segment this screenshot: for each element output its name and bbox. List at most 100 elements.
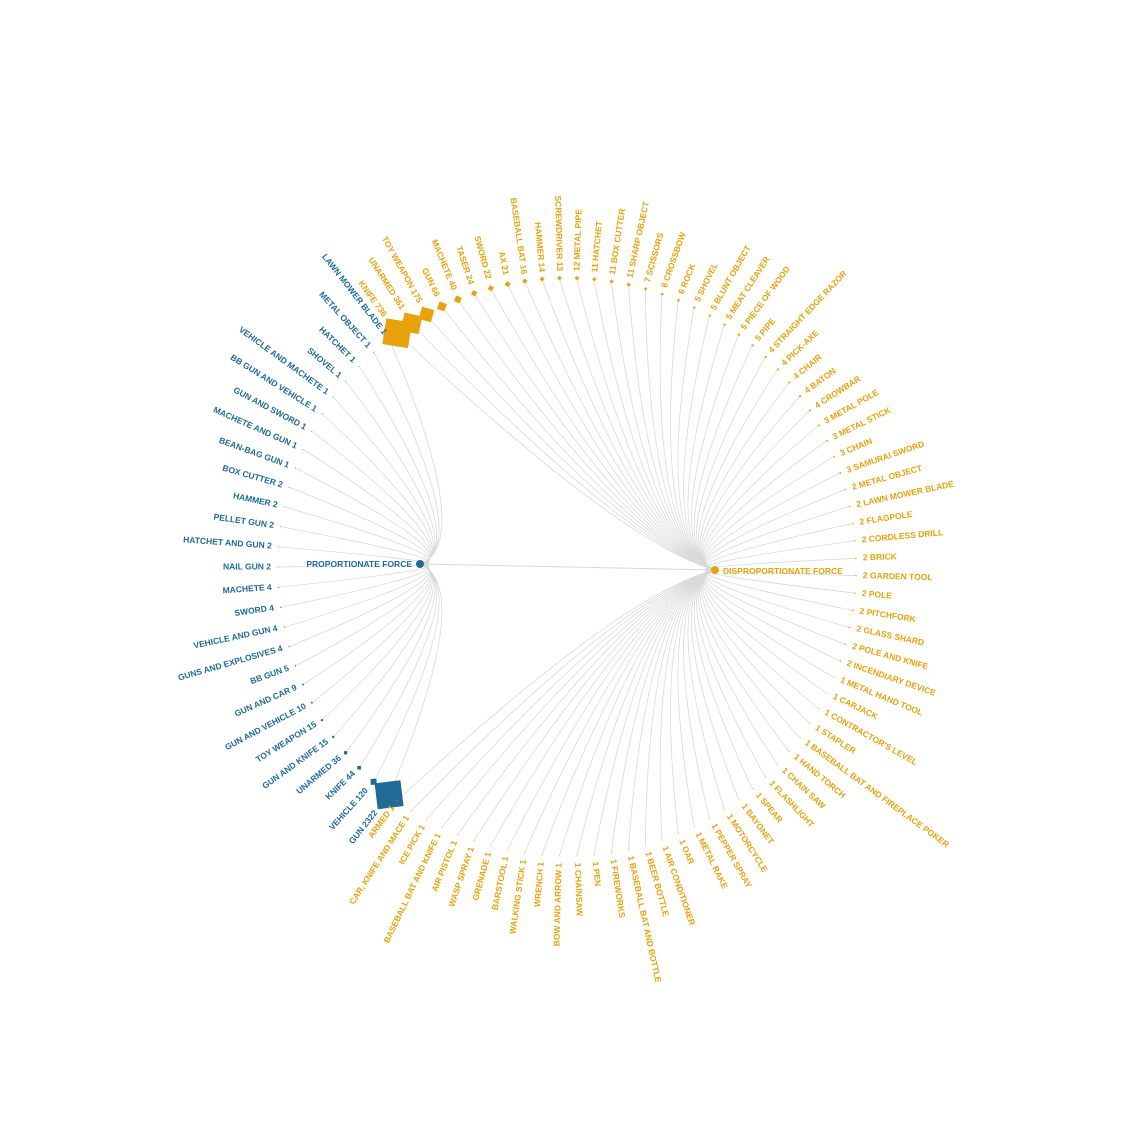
disp-barstool-66-label: BARSTOOL 1 — [489, 855, 510, 911]
prop-vehicle-and-machete-4-bar — [332, 396, 334, 398]
disp-oar-56-link — [670, 569, 716, 833]
prop-toy-weapon-21-bar — [320, 718, 324, 722]
prop-sword-15-link — [281, 563, 430, 608]
disp-metal-object-32-bar — [844, 488, 847, 491]
disp-brick-36-label: 2 BRICK — [863, 551, 898, 562]
prop-pellet-gun-11-bar — [280, 526, 282, 528]
disp-air-pistol-69-link — [457, 569, 716, 834]
disp-brick-36-link — [705, 557, 855, 571]
prop-gun-and-sword-6-bar — [311, 430, 313, 432]
prop-vehicle-and-gun-16-label: VEHICLE AND GUN 4 — [193, 623, 279, 651]
prop-shovel-3-bar — [345, 380, 347, 382]
prop-guns-and-explosives-17-link — [290, 563, 430, 647]
disp-sword-6-label: SWORD 22 — [472, 235, 493, 281]
prop-machete-14-bar — [277, 586, 280, 588]
disp-screwdriver-10-bar — [557, 275, 562, 281]
disp-baton-26-bar — [798, 395, 802, 398]
disp-incendiary-device-42-link — [704, 569, 840, 662]
disp-ax-7-bar — [504, 281, 511, 288]
disp-rock-17-bar — [676, 298, 680, 302]
disp-machete-4-link — [457, 300, 716, 571]
link-layer — [278, 278, 855, 856]
prop-machete-and-gun-7-link — [303, 449, 431, 565]
disp-baseball-bat-and-knife-70-bar — [441, 826, 443, 829]
disp-fireworks-60-link — [611, 569, 716, 852]
prop-machete-14-label: MACHETE 4 — [222, 582, 272, 595]
disp-baseball-bat-and-bottle-59-bar — [628, 848, 630, 850]
disp-hammer-9-bar — [539, 276, 545, 282]
disp-hatchet-12-bar — [592, 277, 597, 282]
disp-flashlight-50-bar — [765, 776, 767, 778]
disp-baseball-bat-and-bottle-59-link — [628, 569, 716, 849]
disp-blunt-object-19-bar — [708, 314, 712, 318]
disp-pen-61-link — [593, 569, 716, 854]
disp-pick-axe-24-bar — [776, 368, 779, 371]
disp-gun-3-bar — [436, 301, 447, 312]
disp-bow-and-arrow-63-label: BOW AND ARROW 1 — [551, 862, 563, 946]
disp-grenade-67-bar — [490, 845, 492, 847]
disp-car-knife-and-mace-72-bar — [410, 810, 413, 812]
disp-taser-5-label: TASER 24 — [454, 245, 476, 286]
disp-blunt-object-19-label: 5 BLUNT OBJECT — [708, 243, 753, 312]
disp-sword-6-bar — [487, 285, 494, 292]
prop-unarmed-23-bar — [343, 751, 348, 755]
disp-glass-shard-40-link — [705, 569, 849, 628]
disp-gun-3-label: GUN 66 — [420, 266, 442, 298]
disp-toy-weapon-2-label: TOY WEAPON 175 — [380, 235, 425, 305]
disp-baseball-bat-8-label: BASEBALL BAT 16 — [508, 197, 529, 275]
disp-lawn-mower-blade-33-bar — [848, 505, 851, 508]
disp-cordless-drill-35-link — [705, 540, 854, 571]
disp-chainsaw-62-link — [576, 569, 716, 855]
disp-wrench-64-bar — [541, 854, 543, 856]
prop-bean-bag-gun-8-bar — [294, 467, 296, 469]
bar-layer — [277, 275, 857, 857]
disp-garden-tool-37-bar — [854, 574, 857, 577]
prop-gun-and-vehicle-20-bar — [310, 701, 313, 704]
disp-unarmed-1-link — [411, 323, 716, 571]
disp-flagpole-34-bar — [851, 522, 854, 525]
proportionate-hub-label: PROPORTIONATE FORCE — [306, 559, 412, 569]
disp-hand-torch-48-bar — [788, 751, 790, 753]
disp-incendiary-device-42-bar — [839, 660, 842, 662]
disproportionate-hub-label: DISPROPORTIONATE FORCE — [723, 566, 843, 576]
disp-pitchfork-39-link — [705, 569, 852, 611]
prop-box-cutter-9-link — [290, 487, 430, 565]
disp-metal-rake-55-bar — [693, 825, 695, 828]
prop-nail-gun-13-label: NAIL GUN 2 — [223, 561, 271, 571]
disp-lawn-mower-blade-33-link — [705, 506, 849, 571]
prop-box-cutter-9-bar — [288, 486, 290, 488]
disp-car-knife-and-mace-72-link — [411, 569, 716, 811]
disp-flagpole-34-label: 2 FLAGPOLE — [859, 509, 914, 527]
disp-metal-pipe-11-label: 12 METAL PIPE — [571, 209, 583, 272]
disp-chair-25-bar — [788, 381, 791, 384]
prop-shovel-3-link — [346, 381, 436, 565]
disp-wrench-64-label: WRENCH 1 — [532, 861, 546, 907]
disp-ice-pick-71-bar — [425, 818, 428, 821]
disp-metal-stick-29-link — [703, 440, 827, 571]
disp-baseball-bat-8-bar — [522, 278, 528, 284]
disp-chainsaw-62-label: 1 CHAINSAW — [573, 863, 585, 918]
disp-brick-36-bar — [854, 557, 857, 560]
disp-glass-shard-40-bar — [848, 626, 851, 629]
prop-knife-24-bar — [357, 765, 361, 770]
disp-taser-5-bar — [471, 290, 478, 297]
prop-bb-gun-18-label: BB GUN 5 — [249, 663, 291, 686]
disp-shovel-18-bar — [692, 306, 696, 309]
disp-chain-30-bar — [833, 455, 836, 458]
prop-bb-gun-and-vehicle-5-link — [322, 414, 433, 565]
prop-vehicle-25-link — [373, 563, 440, 782]
disp-beer-bottle-58-link — [644, 569, 716, 845]
disp-taser-5-link — [474, 294, 716, 571]
disp-crossbow-16-bar — [660, 292, 664, 296]
prop-hammer-10-bar — [283, 506, 285, 508]
disp-cordless-drill-35-bar — [853, 539, 856, 542]
prop-guns-and-explosives-17-bar — [288, 645, 290, 648]
disp-bow-and-arrow-63-bar — [558, 855, 561, 857]
disp-baseball-bat-and-knife-70-link — [442, 569, 716, 827]
disp-cordless-drill-35-label: 2 CORDLESS DRILL — [861, 527, 943, 544]
disp-meat-cleaver-20-link — [687, 325, 725, 571]
disp-ice-pick-71-link — [426, 569, 716, 819]
disp-metal-pole-28-bar — [817, 424, 820, 427]
